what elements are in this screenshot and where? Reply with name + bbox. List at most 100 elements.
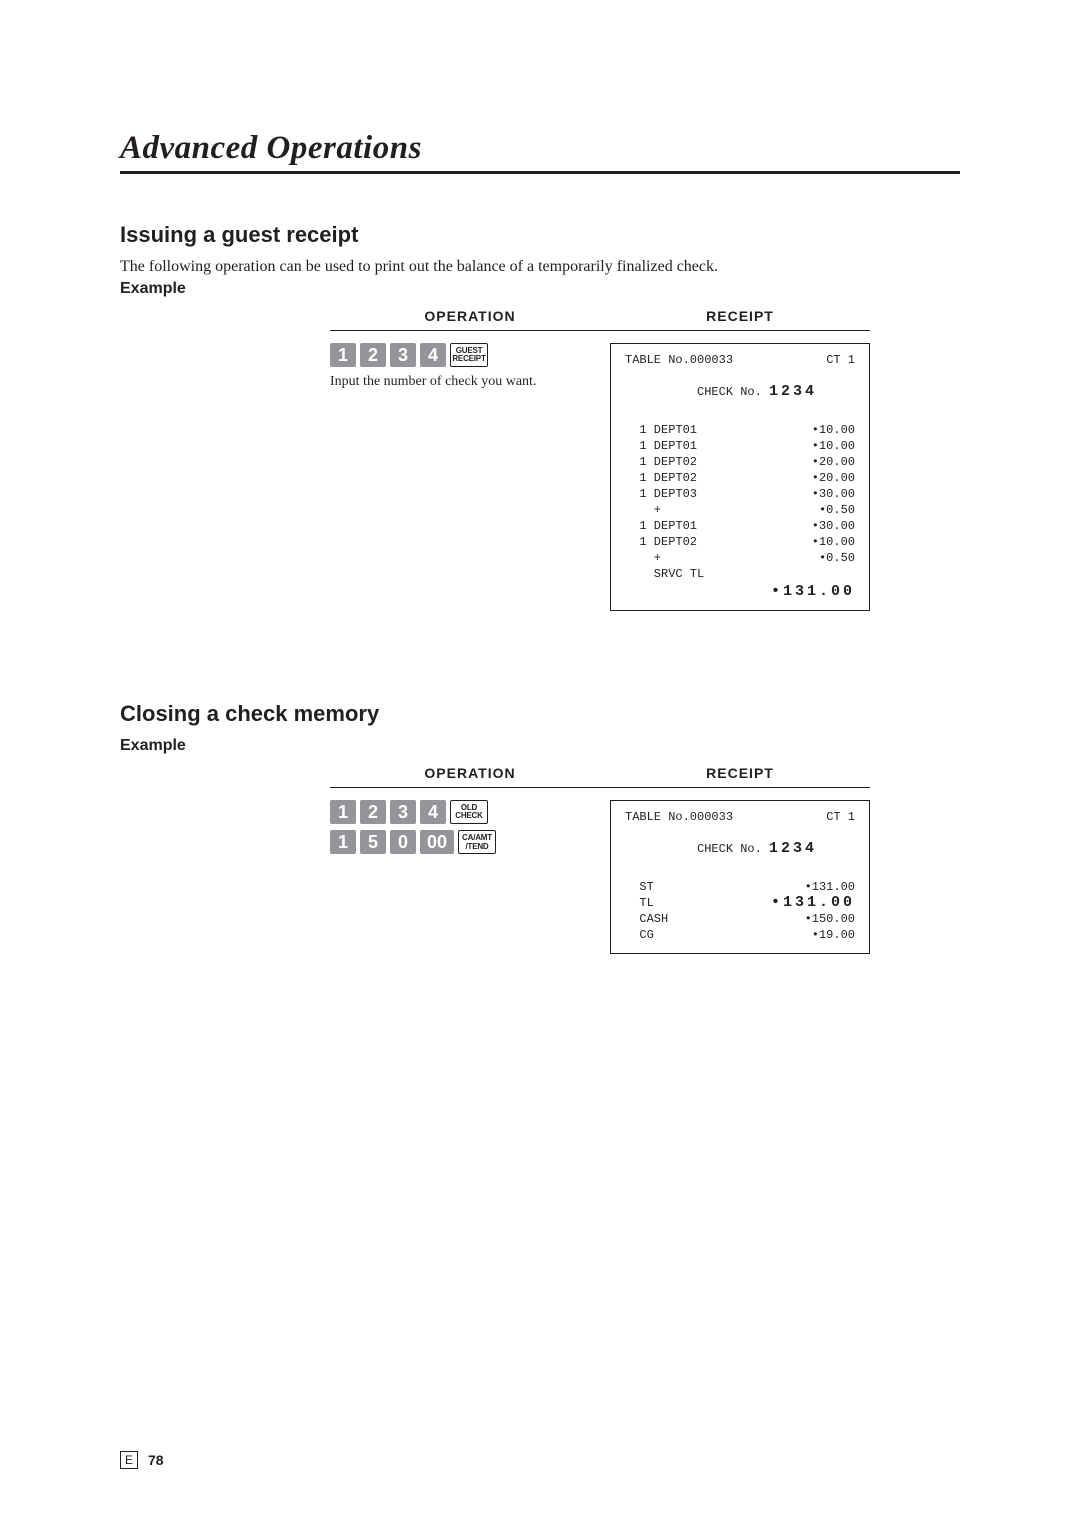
fnkey-line: RECEIPT: [451, 355, 487, 363]
receipt-column: TABLE No.000033 CT 1 CHECK No. 1234 1 DE…: [610, 343, 870, 611]
receipt-table-no: TABLE No.000033: [625, 809, 733, 825]
operation-note: Input the number of check you want.: [330, 373, 596, 391]
column-headers: OPERATION RECEIPT: [330, 765, 870, 788]
receipt-table-no: TABLE No.000033: [625, 352, 733, 368]
receipt-item-left: 1 DEPT03: [625, 486, 697, 502]
receipt-item: 1 DEPT02 •20.00: [625, 454, 855, 470]
receipt-item: 1 DEPT01 •30.00: [625, 518, 855, 534]
receipt-srvc-tl: SRVC TL: [625, 566, 855, 582]
fnkey-line: CA/AMT: [459, 833, 495, 842]
receipt-ct: CT 1: [826, 352, 855, 368]
digit-key: 4: [420, 800, 446, 824]
ca-amt-tend-key: CA/AMT /TEND: [458, 830, 496, 854]
fnkey-line: /TEND: [459, 842, 495, 851]
receipt-table-line: TABLE No.000033 CT 1: [625, 352, 855, 368]
receipt-header: RECEIPT: [610, 765, 870, 781]
receipt-item: 1 DEPT02 •10.00: [625, 534, 855, 550]
key-sequence: 1 2 3 4 OLD CHECK: [330, 800, 596, 824]
receipt-item-left: CASH: [625, 911, 668, 927]
receipt-item-left: 1 DEPT01: [625, 422, 697, 438]
receipt-item-left: 1 DEPT02: [625, 534, 697, 550]
digit-key: 3: [390, 800, 416, 824]
column-headers: OPERATION RECEIPT: [330, 308, 870, 331]
receipt-check-no: 1234: [769, 840, 817, 857]
receipt-item-right: •19.00: [812, 927, 855, 943]
digit-key: 3: [390, 343, 416, 367]
receipt-ct: CT 1: [826, 809, 855, 825]
receipt-item: + •0.50: [625, 502, 855, 518]
receipt-item: CASH •150.00: [625, 911, 855, 927]
receipt-item-right: •30.00: [812, 518, 855, 534]
columns: 1 2 3 4 OLD CHECK 1 5 0 00 CA/AMT /TEND: [330, 788, 870, 954]
operation-header: OPERATION: [330, 765, 610, 781]
digit-key: 2: [360, 800, 386, 824]
receipt-tl-value: •131.00: [771, 895, 855, 911]
receipt-item: 1 DEPT01 •10.00: [625, 422, 855, 438]
fnkey-line: CHECK: [451, 812, 487, 820]
receipt-item: 1 DEPT02 •20.00: [625, 470, 855, 486]
receipt-box: TABLE No.000033 CT 1 CHECK No. 1234 ST •1…: [610, 800, 870, 954]
example-label: Example: [120, 280, 960, 298]
page-footer: E 78: [120, 1451, 164, 1469]
receipt-item: 1 DEPT01 •10.00: [625, 438, 855, 454]
receipt-item: ST •131.00: [625, 879, 855, 895]
digit-key: 2: [360, 343, 386, 367]
section-heading: Closing a check memory: [120, 701, 960, 727]
receipt-check-no-line: CHECK No. 1234: [625, 825, 855, 873]
receipt-check-no: 1234: [769, 383, 817, 400]
digit-key: 1: [330, 343, 356, 367]
receipt-item-right: •20.00: [812, 470, 855, 486]
receipt-check-no-line: CHECK No. 1234: [625, 368, 855, 416]
old-check-key: OLD CHECK: [450, 800, 488, 824]
receipt-header: RECEIPT: [610, 308, 870, 324]
receipt-item-left: ST: [625, 879, 654, 895]
section-intro: The following operation can be used to p…: [120, 258, 960, 276]
receipt-tl-line: TL •131.00: [625, 895, 855, 911]
receipt-item-left: CG: [625, 927, 654, 943]
receipt-item-right: •150.00: [805, 911, 855, 927]
digit-key: 00: [420, 830, 454, 854]
receipt-item: + •0.50: [625, 550, 855, 566]
section-heading: Issuing a guest receipt: [120, 222, 960, 248]
receipt-total: •131.00: [625, 584, 855, 600]
operation-column: 1 2 3 4 GUEST RECEIPT Input the number o…: [330, 343, 610, 611]
section-closing-check-memory: Closing a check memory Example OPERATION…: [120, 701, 960, 954]
receipt-item-left: 1 DEPT01: [625, 438, 697, 454]
receipt-check-label: CHECK No.: [697, 842, 769, 856]
receipt-item-left: 1 DEPT02: [625, 470, 697, 486]
receipt-item-right: •10.00: [812, 534, 855, 550]
receipt-item-right: •30.00: [812, 486, 855, 502]
key-sequence: 1 5 0 00 CA/AMT /TEND: [330, 830, 596, 854]
operation-header: OPERATION: [330, 308, 610, 324]
receipt-box: TABLE No.000033 CT 1 CHECK No. 1234 1 DE…: [610, 343, 870, 611]
receipt-item: CG •19.00: [625, 927, 855, 943]
receipt-item-right: •10.00: [812, 422, 855, 438]
receipt-check-label: CHECK No.: [697, 385, 769, 399]
operation-column: 1 2 3 4 OLD CHECK 1 5 0 00 CA/AMT /TEND: [330, 800, 610, 954]
digit-key: 0: [390, 830, 416, 854]
receipt-item-right: •10.00: [812, 438, 855, 454]
page-title: Advanced Operations: [120, 130, 960, 174]
columns: 1 2 3 4 GUEST RECEIPT Input the number o…: [330, 331, 870, 611]
receipt-column: TABLE No.000033 CT 1 CHECK No. 1234 ST •1…: [610, 800, 870, 954]
receipt-item-left: 1 DEPT01: [625, 518, 697, 534]
example-label: Example: [120, 737, 960, 755]
receipt-item-right: •131.00: [805, 879, 855, 895]
digit-key: 1: [330, 800, 356, 824]
digit-key: 4: [420, 343, 446, 367]
receipt-item-left: 1 DEPT02: [625, 454, 697, 470]
digit-key: 5: [360, 830, 386, 854]
footer-page-number: 78: [148, 1452, 164, 1468]
digit-key: 1: [330, 830, 356, 854]
key-sequence: 1 2 3 4 GUEST RECEIPT: [330, 343, 596, 367]
receipt-item-right: •20.00: [812, 454, 855, 470]
receipt-table-line: TABLE No.000033 CT 1: [625, 809, 855, 825]
receipt-item-left: +: [625, 502, 661, 518]
receipt-tl-label: TL: [625, 895, 654, 911]
receipt-item-right: •0.50: [819, 502, 855, 518]
guest-receipt-key: GUEST RECEIPT: [450, 343, 488, 367]
receipt-item-right: •0.50: [819, 550, 855, 566]
section-issuing-guest-receipt: Issuing a guest receipt The following op…: [120, 222, 960, 611]
receipt-item-left: +: [625, 550, 661, 566]
footer-letter-box: E: [120, 1451, 138, 1469]
